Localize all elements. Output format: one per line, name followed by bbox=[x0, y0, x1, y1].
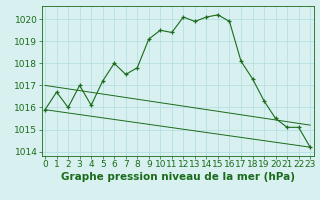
X-axis label: Graphe pression niveau de la mer (hPa): Graphe pression niveau de la mer (hPa) bbox=[60, 172, 295, 182]
